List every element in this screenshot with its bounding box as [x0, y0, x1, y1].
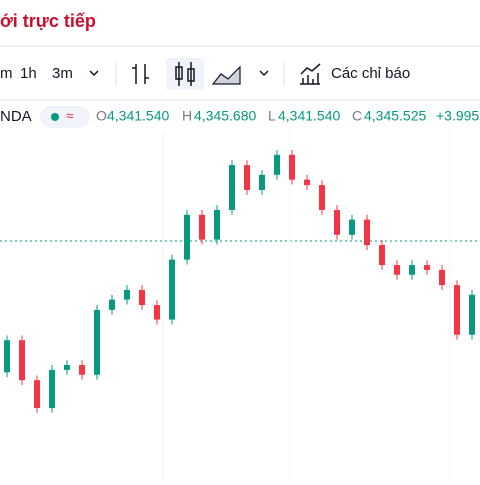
- candle-body: [34, 380, 40, 409]
- candle-body: [229, 165, 235, 210]
- candle-body: [334, 209, 340, 235]
- indicators-button[interactable]: Các chỉ báo: [331, 65, 410, 82]
- candle-body: [364, 219, 370, 246]
- plot: [4, 130, 475, 480]
- candle-body: [214, 209, 220, 240]
- active-bg: [166, 58, 204, 90]
- indicator-icon[interactable]: [300, 63, 321, 85]
- candle-body: [454, 285, 460, 335]
- status-icon: ≈: [66, 108, 74, 124]
- candle-body: [169, 259, 175, 320]
- candle-body: [409, 265, 415, 275]
- candle-body: [154, 305, 160, 320]
- candle-body: [124, 289, 130, 300]
- candle-body: [94, 309, 100, 375]
- candle-body: [184, 214, 190, 260]
- symbol: NDA: [0, 108, 32, 125]
- candle-body: [439, 269, 445, 286]
- candle-icon[interactable]: [178, 62, 192, 86]
- candle-body: [79, 365, 85, 375]
- candle-body: [349, 219, 355, 235]
- candle-body: [469, 294, 475, 335]
- area-icon[interactable]: [211, 65, 241, 85]
- page-title: ới trực tiếp: [0, 11, 96, 31]
- legend-label: L: [268, 108, 276, 124]
- legend-label: C: [352, 108, 362, 124]
- candle-body: [244, 165, 250, 190]
- legend-value: 4,341.540: [278, 108, 340, 124]
- legend-label: O: [96, 108, 107, 124]
- legend-change: +3.995: [436, 108, 479, 124]
- candle-body: [394, 265, 400, 275]
- candle-body: [379, 245, 385, 266]
- dropdown-icon[interactable]: [259, 70, 269, 77]
- legend-value: 4,345.525: [364, 108, 426, 124]
- bar-icon[interactable]: [132, 64, 149, 84]
- candle-body: [259, 174, 265, 190]
- candle-body: [274, 154, 280, 175]
- candle-icon: [175, 66, 183, 80]
- candle-body: [64, 365, 70, 370]
- interval[interactable]: 3m: [52, 65, 73, 82]
- status-pill: [40, 106, 90, 128]
- candle-body: [49, 369, 55, 409]
- candle-body: [199, 214, 205, 240]
- legend-value: 4,345.680: [194, 108, 256, 124]
- candle-body: [289, 154, 295, 180]
- dropdown-icon[interactable]: [89, 70, 99, 77]
- candle-body: [424, 265, 430, 270]
- candle-body: [319, 185, 325, 210]
- candle-body: [139, 289, 145, 306]
- candle-body: [109, 299, 115, 310]
- candle-icon: [187, 68, 195, 82]
- interval[interactable]: m: [0, 65, 13, 82]
- legend-value: 4,341.540: [107, 108, 169, 124]
- candle-body: [304, 179, 310, 186]
- candle-body: [4, 340, 10, 373]
- status-dot: [51, 113, 59, 121]
- legend-label: H: [182, 108, 192, 124]
- interval[interactable]: 1h: [20, 65, 37, 82]
- candle-body: [19, 340, 25, 381]
